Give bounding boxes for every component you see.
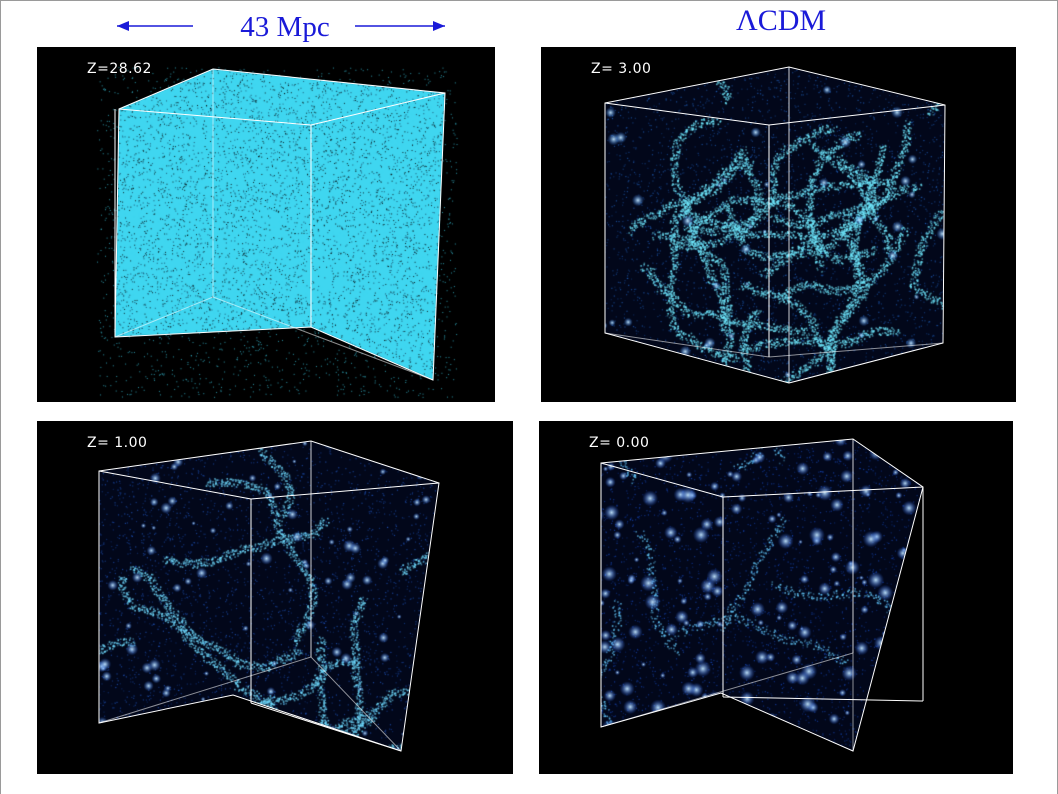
scale-bar: 43 Mpc [115,8,450,44]
right-arrow-icon [355,21,445,31]
redshift-label: Z= 0.00 [589,435,650,451]
left-arrow-icon [117,21,193,31]
cosmology-model-label: ΛCDM [736,4,827,37]
redshift-label: Z= 1.00 [87,435,148,451]
redshift-label: Z=28.62 [87,61,152,77]
simulation-panel-z0: Z= 0.00 [539,421,1013,774]
simulation-box-outline [98,440,440,752]
particle-field [37,47,495,402]
scale-length-label: 43 Mpc [240,11,330,43]
simulation-panel-z1: Z= 1.00 [37,421,513,774]
simulation-panel-z28: Z=28.62 [37,47,495,402]
redshift-label: Z= 3.00 [591,61,652,77]
particle-field [37,421,513,774]
frame-top-edge [0,0,1058,1]
simulation-panel-z3: Z= 3.00 [541,47,1016,402]
simulation-box-outline [114,68,446,381]
particle-field [539,421,1013,774]
frame-left-edge [0,0,1,794]
simulation-box-outline [600,438,924,752]
simulation-box-outline [604,66,946,384]
